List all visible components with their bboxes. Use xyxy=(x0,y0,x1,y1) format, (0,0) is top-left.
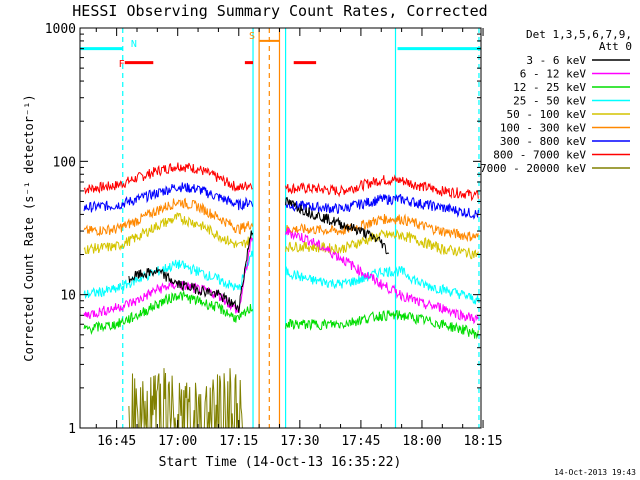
legend-entry-label: 6 - 12 keV xyxy=(520,68,587,81)
y-tick-label: 1000 xyxy=(45,22,76,37)
y-tick-label: 1 xyxy=(68,422,76,437)
plot-frame xyxy=(79,27,482,429)
series-line-1 xyxy=(83,182,479,220)
y-tick-label: 10 xyxy=(60,289,76,304)
x-tick-label: 17:30 xyxy=(280,434,319,449)
legend-entry-label: 25 - 50 keV xyxy=(513,95,586,108)
series-line-3 xyxy=(83,212,479,260)
series-line-5 xyxy=(83,227,479,325)
legend-entry-label: 50 - 100 keV xyxy=(507,108,587,121)
legend-header-line: Att 0 xyxy=(599,40,632,53)
legend-entry-label: 800 - 7000 keV xyxy=(493,149,586,162)
annotation-label-n: N xyxy=(131,39,137,50)
chart-title: HESSI Observing Summary Count Rates, Cor… xyxy=(72,2,487,20)
legend-header-line: Det 1,3,5,6,7,9, xyxy=(526,28,632,41)
annotation-label-f: F xyxy=(119,59,125,70)
series-line-7 xyxy=(128,196,390,313)
legend-entry-label: 3 - 6 keV xyxy=(526,54,586,67)
x-tick-label: 16:45 xyxy=(97,434,136,449)
y-tick-label: 100 xyxy=(53,155,76,170)
plot-area: NF S xyxy=(80,28,481,428)
y-axis-label: Corrected Count Rate (s⁻¹ detector⁻¹) xyxy=(22,94,36,361)
series-line-8 xyxy=(128,368,243,428)
legend-entry-label: 100 - 300 keV xyxy=(500,122,586,135)
x-tick-label: 17:00 xyxy=(158,434,197,449)
footer-timestamp: 14-Oct-2013 19:43 xyxy=(554,468,636,477)
x-axis-label: Start Time (14-Oct-13 16:35:22) xyxy=(159,455,402,470)
legend-entry-label: 7000 - 20000 keV xyxy=(480,162,586,175)
series-line-0 xyxy=(83,162,479,202)
series-line-2 xyxy=(83,197,479,243)
legend-entry-label: 12 - 25 keV xyxy=(513,81,586,94)
x-tick-label: 18:00 xyxy=(402,434,441,449)
legend-entry-label: 300 - 800 keV xyxy=(500,135,586,148)
series-line-4 xyxy=(83,250,479,305)
x-tick-label: 17:15 xyxy=(219,434,258,449)
series-line-6 xyxy=(83,290,479,340)
annotation-label-s: S xyxy=(249,31,255,42)
x-tick-label: 17:45 xyxy=(341,434,380,449)
axes: 1 10 100 1000 16:45 17:00 17:15 17:30 17:45 18:00… xyxy=(45,22,503,449)
x-tick-label: 18:15 xyxy=(463,434,502,449)
